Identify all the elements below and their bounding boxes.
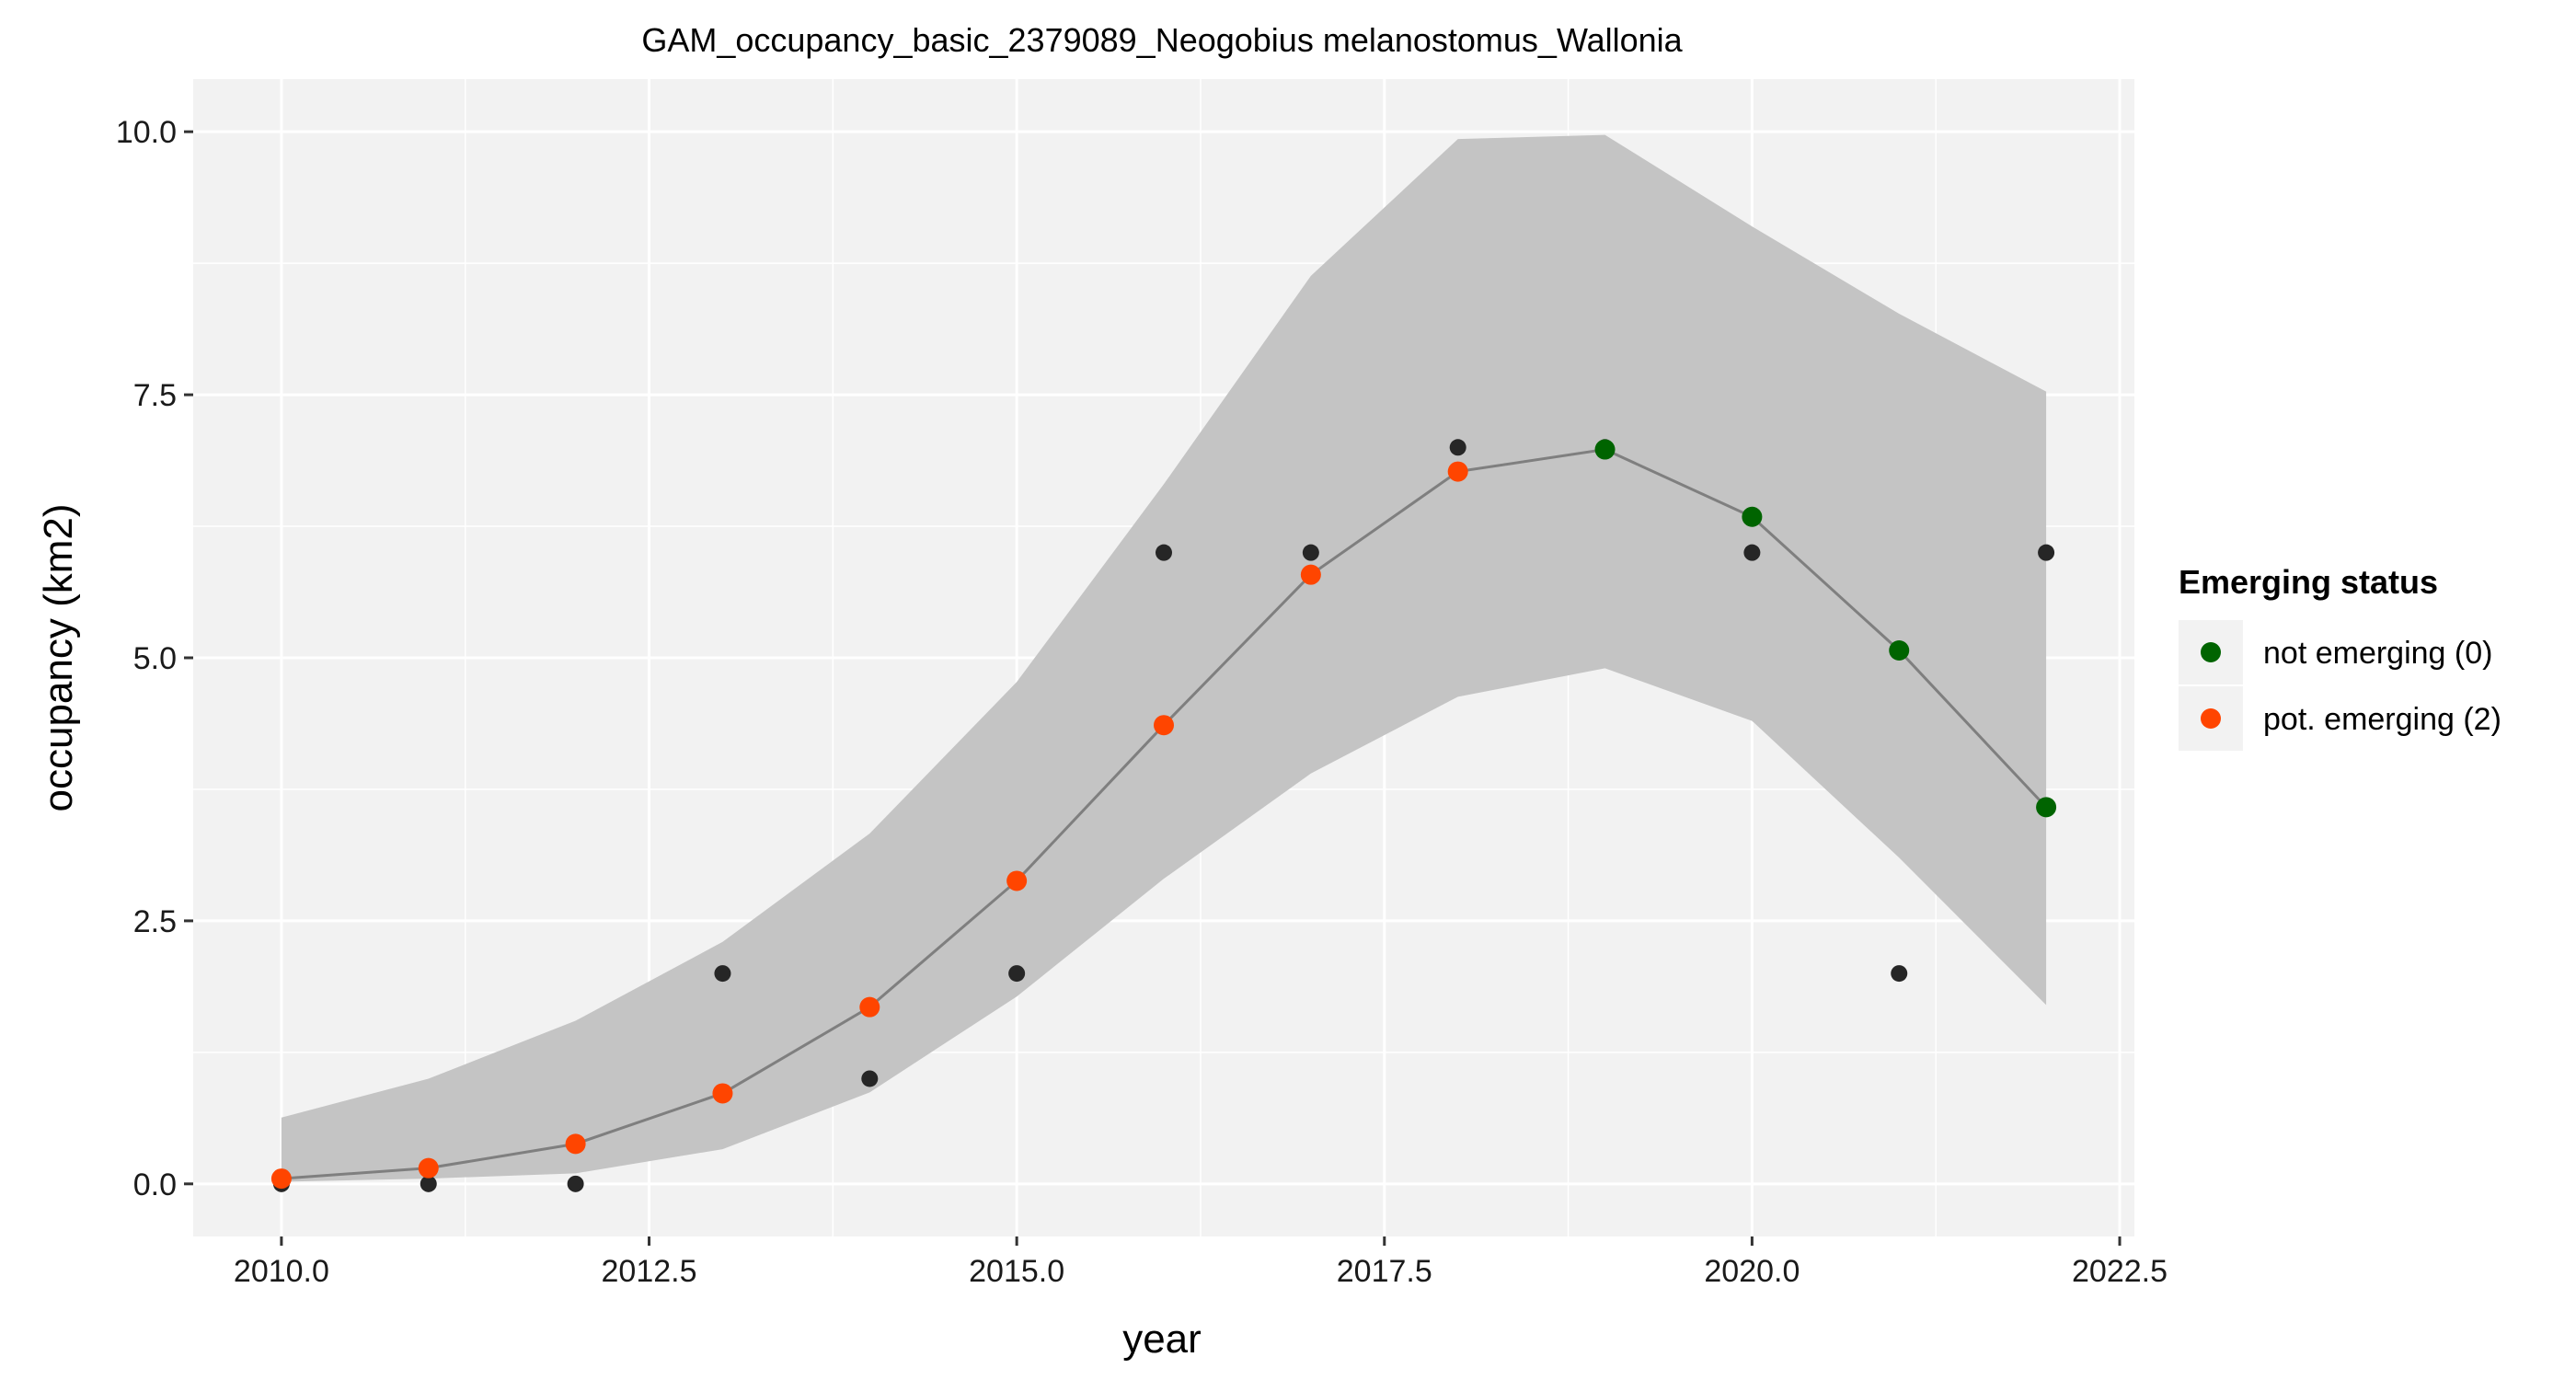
- observed-point: [714, 965, 731, 983]
- y-axis-title: occupancy (km2): [36, 503, 81, 811]
- x-axis-title: year: [1122, 1317, 1202, 1362]
- y-tick-label: 5.0: [133, 641, 177, 676]
- x-tick-label: 2012.5: [602, 1254, 697, 1289]
- observed-point: [1891, 965, 1908, 983]
- legend-label-pot-emerging: pot. emerging (2): [2263, 702, 2501, 737]
- fitted-point: [1447, 461, 1468, 482]
- fitted-point: [859, 996, 880, 1018]
- legend-key-not-emerging: [2201, 642, 2221, 662]
- axis-ticks: [184, 130, 2122, 1246]
- y-tick-label: 0.0: [133, 1167, 177, 1202]
- observed-point: [1156, 544, 1172, 561]
- y-tick-label: 10.0: [116, 115, 177, 150]
- fitted-point: [1889, 639, 1910, 661]
- fitted-point: [712, 1083, 733, 1104]
- x-tick-label: 2020.0: [1704, 1254, 1800, 1289]
- observed-point: [2038, 544, 2055, 561]
- x-tick-label: 2022.5: [2072, 1254, 2168, 1289]
- x-tick-label: 2017.5: [1337, 1254, 1432, 1289]
- observed-point: [1743, 544, 1761, 561]
- y-tick-label: 2.5: [133, 904, 177, 939]
- observed-point: [1449, 439, 1466, 456]
- fitted-point: [418, 1157, 439, 1179]
- fitted-point: [2036, 797, 2057, 818]
- observed-point: [1302, 544, 1319, 561]
- observed-point: [567, 1175, 584, 1192]
- legend: Emerging status not emerging (0) pot. em…: [2179, 563, 2501, 751]
- ci-ribbon: [281, 134, 2047, 1182]
- x-tick-label: 2010.0: [234, 1254, 329, 1289]
- observed-point: [420, 1175, 437, 1192]
- confidence-ribbon: [281, 134, 2047, 1182]
- legend-label-not-emerging: not emerging (0): [2263, 636, 2492, 671]
- observed-point: [1008, 965, 1026, 983]
- fitted-point: [270, 1168, 292, 1190]
- fitted-point: [1154, 715, 1174, 736]
- observed-point: [861, 1070, 879, 1087]
- fitted-point: [1742, 506, 1763, 527]
- x-tick-label: 2015.0: [969, 1254, 1064, 1289]
- fitted-points: [270, 439, 2057, 1190]
- axis-tick-labels: 2010.0 2012.5 2015.0 2017.5 2020.0 2022.5 0.0 2…: [116, 115, 2168, 1289]
- fitted-point: [1006, 870, 1028, 891]
- legend-title: Emerging status: [2179, 563, 2438, 601]
- chart-title: GAM_occupancy_basic_2379089_Neogobius me…: [641, 21, 1683, 59]
- legend-key-pot-emerging: [2201, 708, 2221, 729]
- fitted-point: [1594, 439, 1616, 460]
- fitted-point: [1300, 564, 1321, 585]
- fitted-point: [565, 1133, 586, 1155]
- y-tick-label: 7.5: [133, 378, 177, 413]
